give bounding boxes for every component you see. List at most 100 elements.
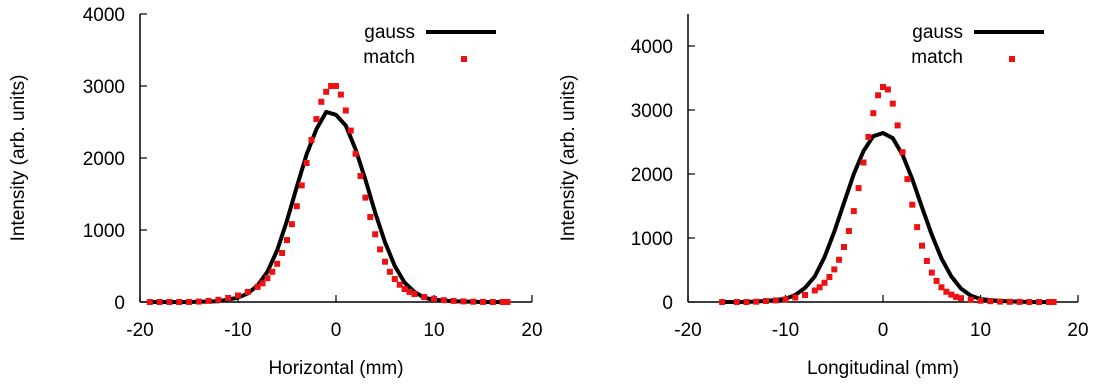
data-point-match xyxy=(264,275,271,282)
data-point-match xyxy=(1006,298,1013,305)
data-point-match xyxy=(337,91,344,98)
x-tick-label: 0 xyxy=(878,320,889,341)
data-point-match xyxy=(841,244,847,250)
y-axis-label: Intensity (arb. units) xyxy=(8,75,29,242)
data-point-match xyxy=(323,88,330,95)
y-tick-label: 0 xyxy=(114,293,125,314)
data-point-match xyxy=(743,299,750,305)
y-tick-label: 4000 xyxy=(83,5,125,26)
data-point-match xyxy=(958,295,964,302)
data-point-match xyxy=(254,283,261,290)
data-point-match xyxy=(460,298,467,305)
data-point-match xyxy=(195,298,202,305)
horizontal-chart: -20 -10 0 10 20 0 1000 2000 3000 4000 Horizontal… xyxy=(8,5,543,379)
data-point-match xyxy=(914,224,921,231)
x-tick-label: 10 xyxy=(423,320,444,341)
data-point-match xyxy=(1050,299,1057,305)
data-point-match xyxy=(440,297,447,304)
data-point-match xyxy=(855,185,862,192)
y-tick-label: 3000 xyxy=(83,77,125,98)
data-point-match xyxy=(274,260,281,267)
x-tick-label: -10 xyxy=(224,320,251,341)
y-tick-label: 2000 xyxy=(631,165,673,186)
data-point-match xyxy=(156,299,163,305)
data-point-match xyxy=(753,298,760,305)
data-point-match xyxy=(909,201,916,208)
data-point-match xyxy=(288,221,295,228)
x-axis-label: Longitudinal (mm) xyxy=(807,358,959,379)
data-point-match xyxy=(1045,299,1052,305)
data-point-match xyxy=(480,298,486,305)
data-point-match xyxy=(421,294,428,300)
y-axis-label: Intensity (arb. units) xyxy=(558,75,579,242)
data-point-match xyxy=(889,100,896,107)
data-point-match xyxy=(1036,299,1042,305)
data-point-match xyxy=(967,296,974,303)
data-point-match xyxy=(821,279,828,286)
data-point-match xyxy=(303,160,310,166)
data-point-match xyxy=(845,228,852,234)
longitudinal-chart: -20 -10 0 10 20 0 1000 2000 3000 4000 Longitudin… xyxy=(558,14,1089,379)
data-point-match xyxy=(894,122,901,129)
data-point-match xyxy=(904,176,911,183)
data-point-match xyxy=(352,150,359,157)
data-point-match xyxy=(884,86,891,93)
x-tick-label: 20 xyxy=(521,320,542,341)
data-point-match xyxy=(850,208,857,215)
data-point-match xyxy=(928,269,935,276)
data-point-match xyxy=(836,256,843,263)
data-point-match xyxy=(357,173,364,179)
data-point-match xyxy=(792,294,799,301)
data-point-match xyxy=(763,298,769,304)
x-axis-label: Horizontal (mm) xyxy=(268,358,403,379)
data-point-match xyxy=(870,110,877,117)
data-point-match xyxy=(166,299,173,305)
data-point-match xyxy=(308,137,315,143)
y-tick-label: 3000 xyxy=(631,101,673,122)
data-point-match xyxy=(298,182,305,189)
data-point-match xyxy=(186,299,192,305)
data-point-match xyxy=(406,288,413,295)
legend-label-gauss: gauss xyxy=(912,22,963,43)
data-point-match xyxy=(938,284,945,291)
data-point-match xyxy=(333,83,339,89)
data-point-match xyxy=(826,274,833,280)
x-tick-label: 20 xyxy=(1067,320,1088,341)
data-point-match xyxy=(499,299,506,305)
data-point-match xyxy=(411,291,418,298)
data-point-match xyxy=(347,127,354,134)
data-point-match xyxy=(293,203,300,210)
x-tick-label: -10 xyxy=(772,320,799,341)
data-point-match xyxy=(865,133,872,140)
y-tick-label: 4000 xyxy=(631,37,673,58)
data-point-match xyxy=(802,292,808,298)
data-point-match xyxy=(831,266,838,273)
data-point-match xyxy=(244,288,251,295)
data-point-match xyxy=(450,297,457,304)
data-point-match xyxy=(1026,299,1033,305)
legend-swatch-match xyxy=(461,56,467,62)
data-point-match xyxy=(733,299,740,305)
data-point-match xyxy=(987,298,994,305)
data-point-match xyxy=(328,83,335,89)
series-line-gauss xyxy=(149,109,508,304)
data-point-match xyxy=(313,116,320,123)
data-point-match xyxy=(997,298,1003,305)
legend-label-gauss: gauss xyxy=(364,22,415,43)
data-point-match xyxy=(391,276,398,282)
data-point-match xyxy=(977,297,984,304)
data-point-match xyxy=(342,107,349,114)
series-line-gauss xyxy=(722,131,1054,304)
data-point-match xyxy=(396,281,403,288)
data-point-match xyxy=(362,194,369,201)
data-point-match xyxy=(504,299,511,305)
data-point-match xyxy=(943,288,950,295)
data-point-match xyxy=(919,242,925,249)
data-point-match xyxy=(880,84,886,90)
data-point-match xyxy=(933,277,940,284)
data-point-match xyxy=(875,92,882,99)
data-point-match xyxy=(225,295,232,301)
y-tick-label: 0 xyxy=(662,293,673,314)
data-point-match xyxy=(948,291,955,298)
